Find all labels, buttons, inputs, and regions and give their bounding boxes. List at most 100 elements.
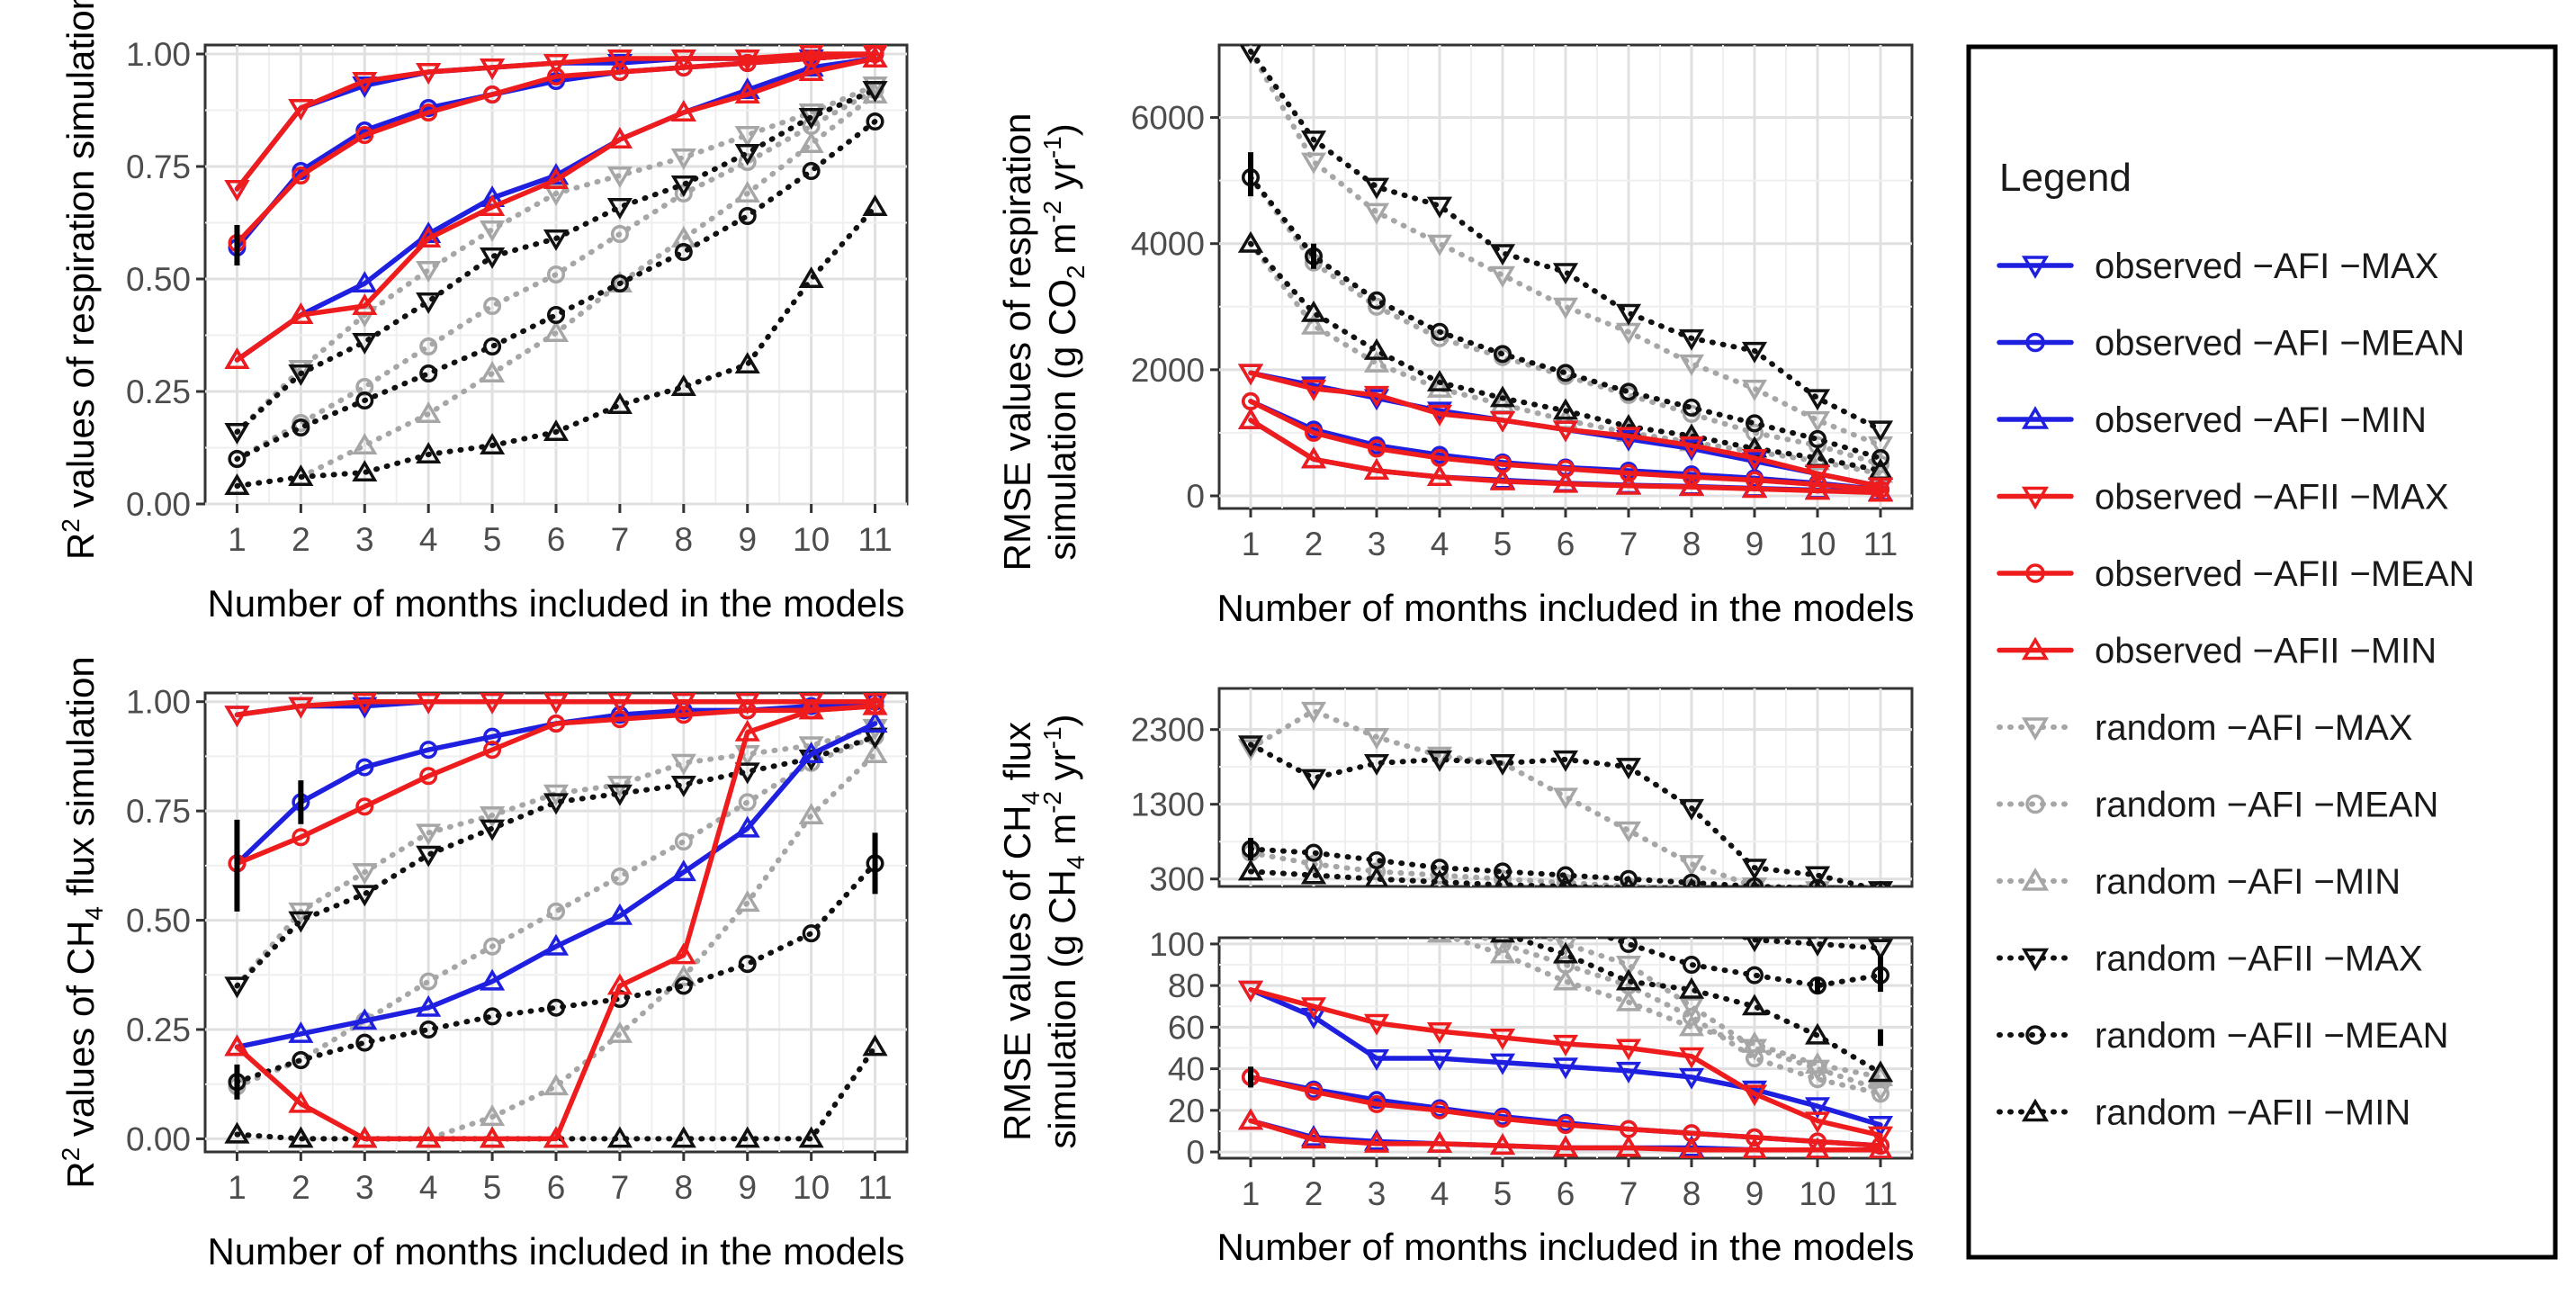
y-ticks: 300 1300 2300 xyxy=(1131,712,1219,898)
y-ticks: 0 20 40 60 80 100 xyxy=(1149,926,1219,1171)
data-point xyxy=(1300,379,1327,401)
data-point xyxy=(1556,895,1575,912)
data-point xyxy=(674,976,693,995)
data-point xyxy=(1300,997,1327,1020)
x-tick-label: 11 xyxy=(1863,1175,1898,1212)
y-title-sup: 2 xyxy=(57,518,85,533)
x-tick-label: 10 xyxy=(793,521,830,558)
data-point xyxy=(1426,750,1453,772)
series-rnd-afii-max xyxy=(1239,45,1894,443)
y-tick-label: 1.00 xyxy=(126,684,191,721)
data-point xyxy=(416,401,442,423)
data-point xyxy=(1552,1034,1579,1057)
data-point xyxy=(606,973,633,995)
data-point xyxy=(352,433,378,454)
data-point xyxy=(862,727,888,750)
data-point xyxy=(1804,1022,1831,1045)
data-point xyxy=(483,337,502,355)
legend-label: random −AFI −MEAN xyxy=(2095,786,2438,825)
data-point xyxy=(738,955,757,974)
series-line xyxy=(1248,240,1883,477)
data-point xyxy=(1489,385,1516,408)
data-point xyxy=(1867,885,1894,886)
x-tick-label: 3 xyxy=(1368,1175,1387,1212)
data-point xyxy=(419,103,438,121)
data-point xyxy=(1871,1084,1889,1103)
data-point xyxy=(1806,938,1829,957)
data-point xyxy=(670,100,696,121)
x-tick-label: 2 xyxy=(292,521,310,558)
data-point xyxy=(228,450,247,468)
data-point xyxy=(1875,885,1886,886)
data-point xyxy=(734,719,760,742)
data-point xyxy=(1363,458,1390,480)
x-tick-label: 5 xyxy=(1494,526,1512,562)
data-point xyxy=(610,710,629,729)
data-point xyxy=(480,247,506,269)
data-point xyxy=(606,784,633,806)
y-axis-title-line2: simulation (g CO2 m-2 yr-1) xyxy=(1038,123,1090,560)
data-point xyxy=(798,697,824,720)
data-point xyxy=(674,832,693,851)
data-point xyxy=(419,972,438,991)
data-point xyxy=(1678,1067,1705,1090)
data-point xyxy=(224,1121,250,1144)
data-point xyxy=(1615,1061,1642,1084)
x-tick-label: 11 xyxy=(857,521,892,558)
y-tick-label: 4000 xyxy=(1131,226,1205,263)
series-line xyxy=(234,721,878,1050)
data-point xyxy=(674,243,693,261)
x-tick-label: 8 xyxy=(1683,526,1701,562)
data-point xyxy=(862,711,888,733)
data-point xyxy=(1430,895,1450,912)
data-point xyxy=(419,364,438,382)
data-point xyxy=(1426,196,1453,219)
data-point xyxy=(1678,439,1705,462)
data-point xyxy=(547,715,565,733)
y-tick-label: 0.75 xyxy=(126,148,191,185)
data-point xyxy=(798,736,824,759)
x-tick-label: 9 xyxy=(738,521,757,558)
data-point xyxy=(1867,480,1894,502)
data-point xyxy=(1426,938,1453,943)
series-line xyxy=(234,92,878,489)
data-point xyxy=(355,758,374,777)
data-point xyxy=(1305,1083,1323,1102)
data-point xyxy=(288,364,314,386)
data-point xyxy=(1871,448,1889,467)
data-point xyxy=(1557,1116,1575,1135)
data-point xyxy=(1363,727,1390,750)
series-line xyxy=(234,83,878,435)
series-obs-afii-min xyxy=(224,693,888,1148)
legend-title: Legend xyxy=(1999,156,2132,200)
series-rnd-afi-min xyxy=(1426,938,1894,1086)
data-point xyxy=(352,72,378,94)
series-layer xyxy=(224,693,888,1148)
series-obs-afii-min xyxy=(1237,1108,1893,1158)
data-point xyxy=(606,1126,633,1148)
data-point xyxy=(416,994,442,1017)
data-point xyxy=(1494,872,1512,886)
legend-label: observed −AFI −MAX xyxy=(2095,247,2438,286)
data-point xyxy=(1369,895,1385,910)
data-point xyxy=(480,1126,506,1148)
y-tick-label: 1300 xyxy=(1131,787,1205,823)
data-point xyxy=(288,464,314,486)
data-point xyxy=(734,181,760,202)
data-point xyxy=(1678,354,1705,376)
data-point xyxy=(734,693,760,715)
panel-r2-ch4: 0.00 0.25 0.50 0.75 1.00 1 2 3 4 5 6 7 8 9 10 11 Numbe… xyxy=(57,656,909,1273)
series-layer xyxy=(1237,895,1894,1158)
data-point xyxy=(292,418,310,436)
x-ticks: 1 2 3 4 5 6 7 8 9 10 11 xyxy=(1242,508,1898,562)
x-tick-label: 4 xyxy=(419,1169,438,1206)
x-tick-label: 7 xyxy=(1620,526,1638,562)
data-point xyxy=(1620,463,1638,482)
data-point xyxy=(1746,414,1764,433)
series-line xyxy=(234,119,878,462)
data-point xyxy=(1804,1097,1831,1120)
data-point xyxy=(1552,750,1579,772)
x-tick-label: 7 xyxy=(611,1169,630,1206)
data-point xyxy=(547,998,565,1017)
